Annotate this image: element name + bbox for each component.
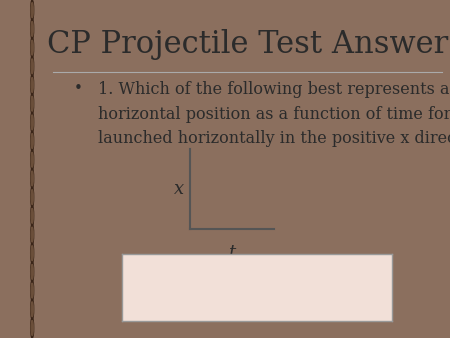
Circle shape xyxy=(31,3,33,18)
Text: CP Projectile Test Answers: CP Projectile Test Answers xyxy=(47,29,450,61)
Text: 1. Which of the following best represents a graph of
horizontal position as a fu: 1. Which of the following best represent… xyxy=(98,81,450,147)
Circle shape xyxy=(31,96,33,111)
Circle shape xyxy=(31,77,33,92)
Circle shape xyxy=(31,152,33,167)
Circle shape xyxy=(31,134,33,148)
Text: x: x xyxy=(174,180,184,198)
Circle shape xyxy=(31,168,34,189)
Circle shape xyxy=(31,262,34,282)
Circle shape xyxy=(31,318,34,338)
Circle shape xyxy=(31,224,34,245)
Circle shape xyxy=(31,131,34,151)
Circle shape xyxy=(31,243,34,263)
Circle shape xyxy=(31,208,33,223)
Circle shape xyxy=(31,112,34,132)
Circle shape xyxy=(31,227,33,242)
Circle shape xyxy=(31,56,34,76)
Circle shape xyxy=(31,38,34,58)
Circle shape xyxy=(31,59,33,74)
Circle shape xyxy=(31,187,34,207)
Circle shape xyxy=(31,280,34,300)
Text: t: t xyxy=(228,244,235,262)
Circle shape xyxy=(31,246,33,261)
Circle shape xyxy=(31,171,33,186)
Circle shape xyxy=(31,206,34,226)
Circle shape xyxy=(31,190,33,204)
Circle shape xyxy=(31,19,34,39)
Circle shape xyxy=(31,299,34,319)
Text: •: • xyxy=(73,81,82,96)
Circle shape xyxy=(31,320,33,335)
Circle shape xyxy=(31,149,34,170)
Circle shape xyxy=(31,40,33,55)
Circle shape xyxy=(31,75,34,95)
Circle shape xyxy=(31,302,33,317)
Circle shape xyxy=(31,264,33,279)
Circle shape xyxy=(31,93,34,114)
Circle shape xyxy=(31,21,33,36)
Circle shape xyxy=(31,0,34,20)
Circle shape xyxy=(31,115,33,130)
Circle shape xyxy=(31,283,33,298)
